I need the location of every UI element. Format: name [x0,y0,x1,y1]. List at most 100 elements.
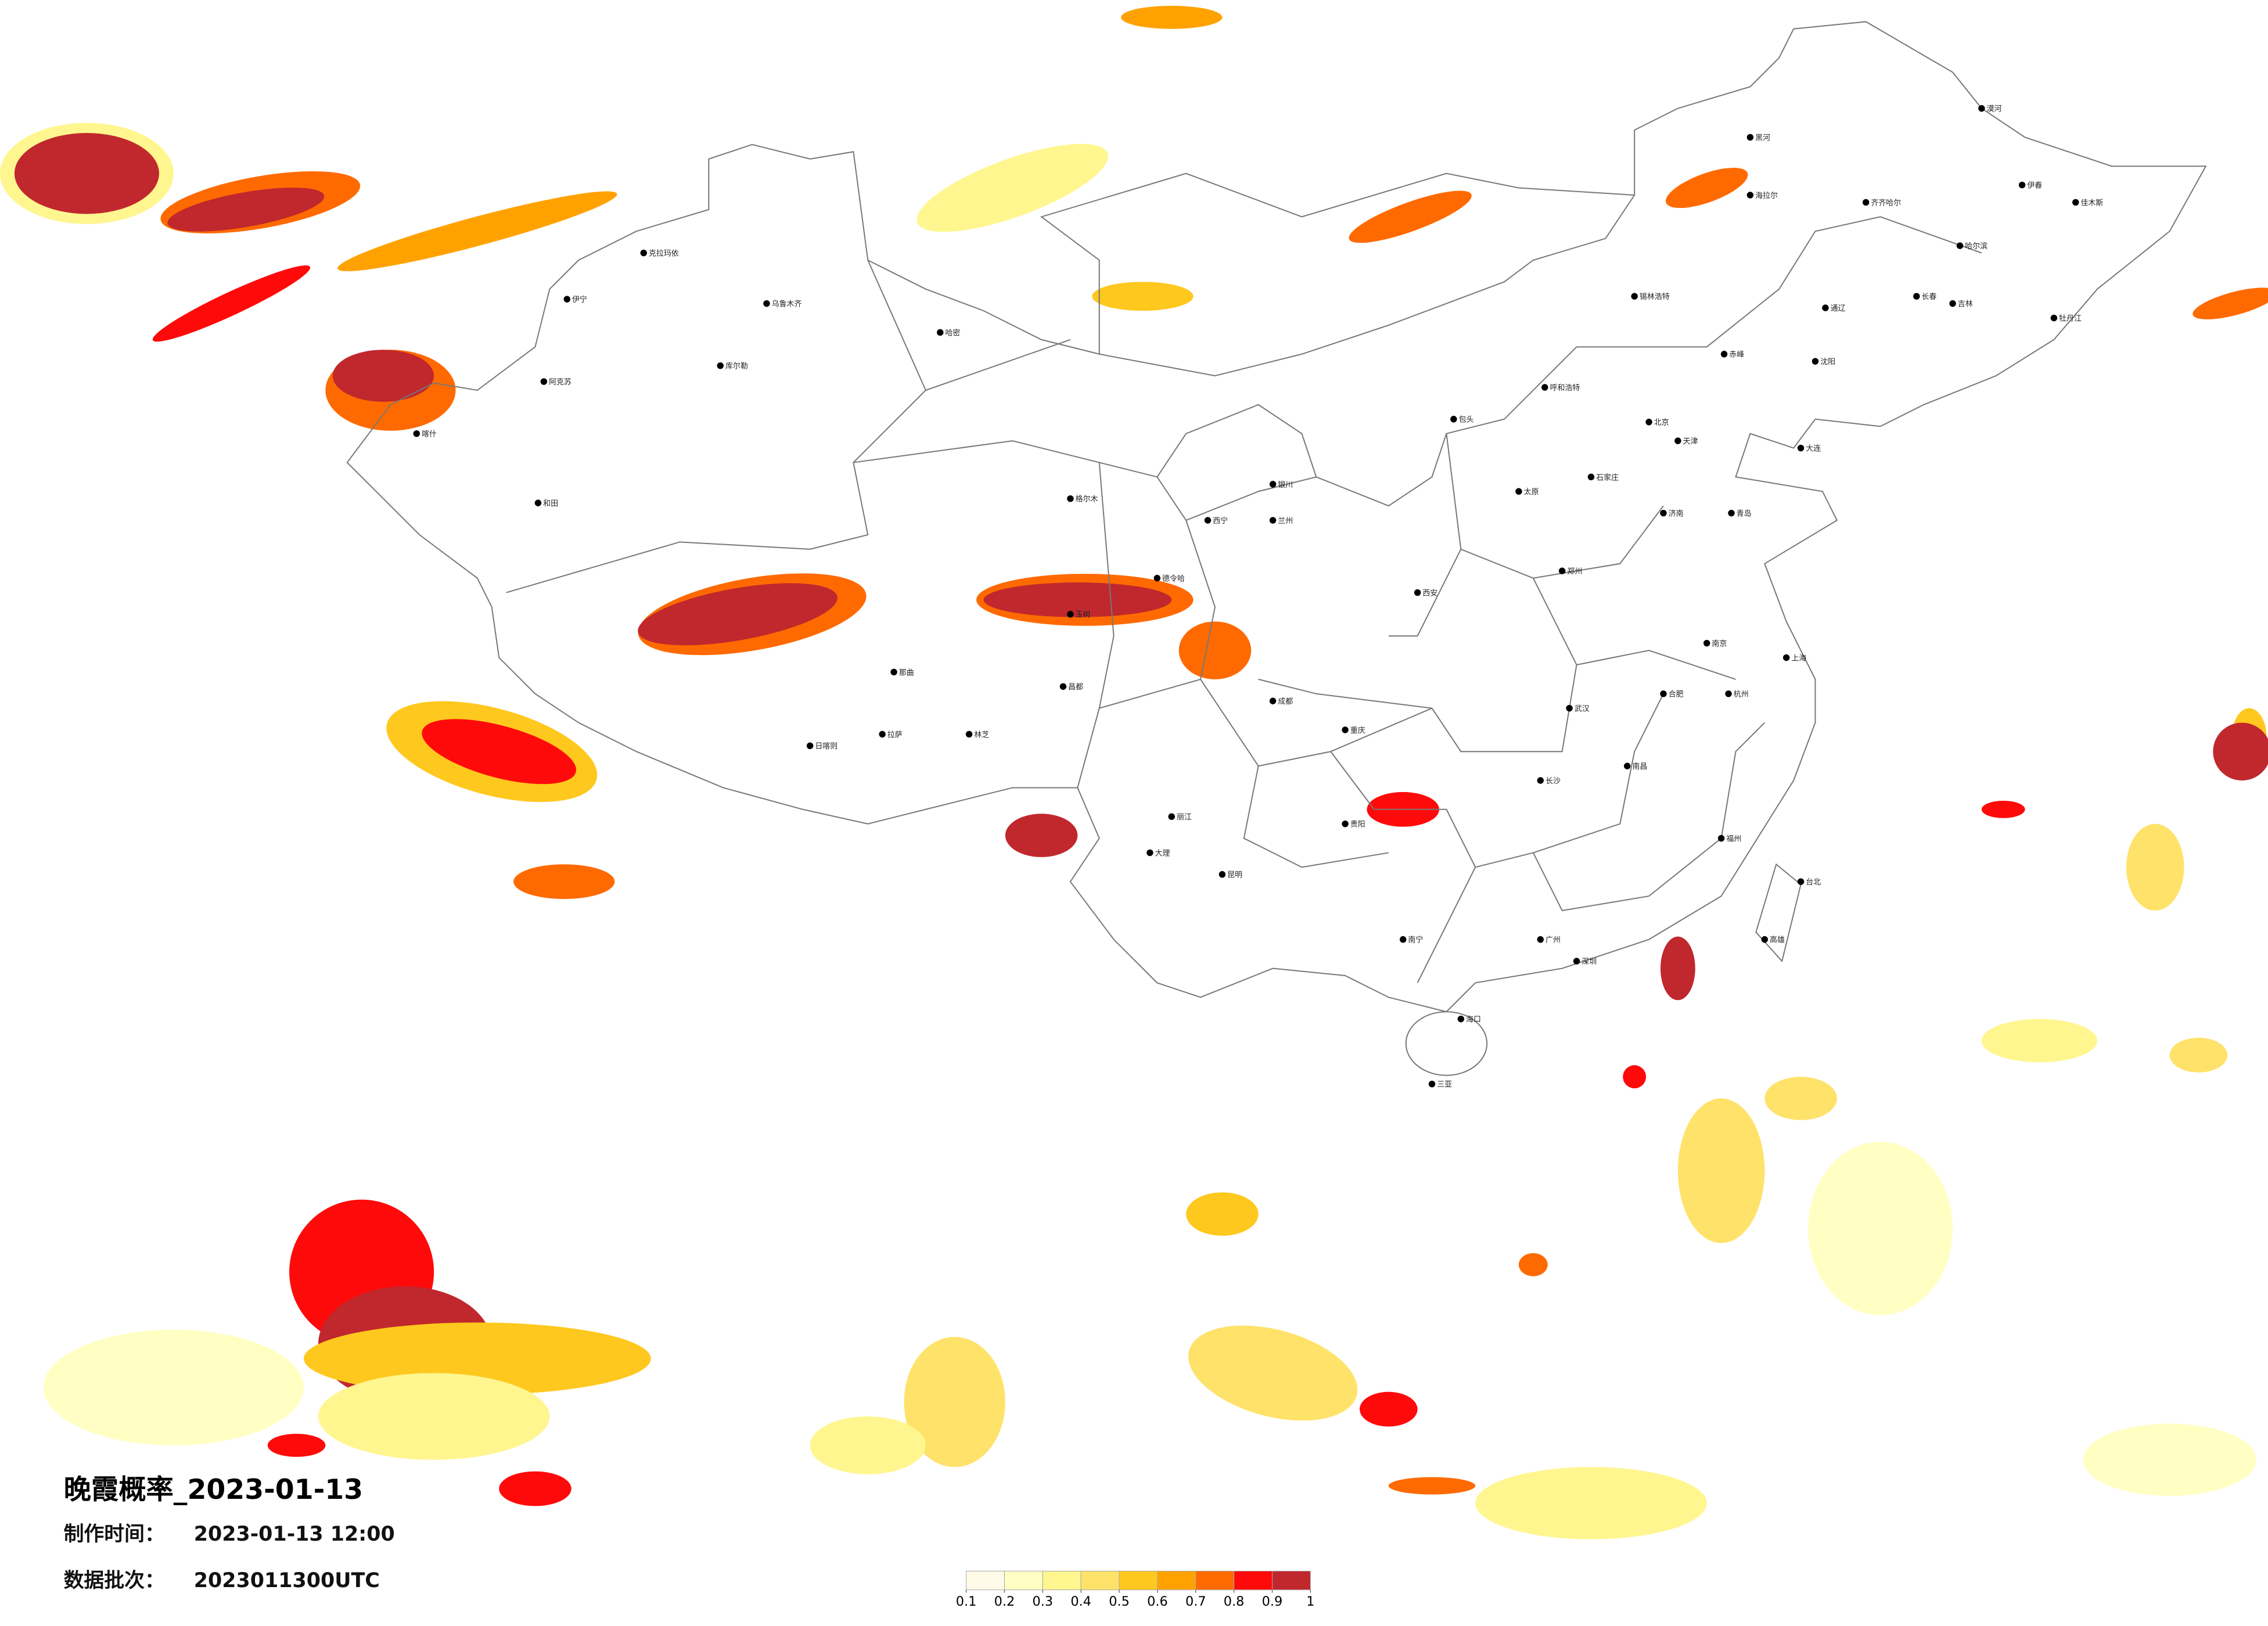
probability-patch [332,350,434,402]
city-dot [1797,878,1805,885]
city-label: 玉树 [1076,611,1091,620]
city-dot [879,731,886,738]
colorbar-tick-label: 0.8 [1224,1594,1245,1609]
city-dot [1399,936,1407,943]
city-dot [1537,936,1544,943]
colorbar-swatch [966,1570,1005,1591]
city-dot [1342,726,1349,733]
colorbar-tick-label: 0.5 [1109,1594,1130,1609]
city-dot [2072,199,2079,206]
city-label: 喀什 [422,430,437,439]
city-label: 沈阳 [1820,358,1835,366]
city-dot [1067,611,1074,618]
city-dot [1811,358,1819,365]
city-label: 呼和浩特 [1550,384,1580,393]
city-dot [763,300,770,307]
city-dot [1566,704,1573,712]
colorbar-swatch [1004,1570,1043,1591]
city-label: 昌都 [1068,683,1083,692]
city-dot [1428,1080,1436,1088]
city-label: 青岛 [1737,509,1752,519]
city-label: 牡丹江 [2059,315,2082,323]
city-label: 长春 [1922,293,1937,301]
probability-patch [810,1416,926,1474]
city-label: 武汉 [1575,705,1590,714]
probability-patch [1388,1477,1476,1495]
city-dot [1541,384,1548,391]
city-label: 大理 [1155,849,1170,858]
probability-patch [1623,1065,1647,1089]
city-label: 昆明 [1227,871,1242,880]
colorbar-tick-label: 0.9 [1262,1594,1283,1609]
city-dot [1761,936,1769,943]
city-dot [1660,690,1667,697]
colorbar-tick-label: 0.2 [994,1594,1015,1609]
city-label: 赤峰 [1729,351,1744,359]
city-dot [1414,589,1421,596]
city-label: 佳木斯 [2080,199,2103,207]
city-dot [1949,300,1956,307]
city-label: 银川 [1278,481,1293,490]
colorbar-swatch [1119,1570,1158,1591]
city-dot [1645,419,1652,426]
city-label: 合肥 [1669,690,1684,699]
city-dot [1587,473,1595,481]
city-label: 郑州 [1567,567,1582,576]
city-label: 南宁 [1408,936,1423,945]
city-dot [1219,871,1226,878]
city-dot [890,668,897,676]
city-dot [1720,351,1728,358]
probability-patch [14,132,159,214]
city-label: 杭州 [1734,690,1749,699]
city-label: 通辽 [1831,304,1846,313]
city-label: 包头 [1459,416,1474,425]
city-dot [937,329,944,336]
probability-patch [1005,814,1078,857]
city-label: 成都 [1278,697,1293,706]
city-label: 贵阳 [1350,821,1365,829]
probability-patch [1677,1098,1765,1243]
city-label: 丽江 [1177,813,1192,822]
island-outline [1755,863,1802,963]
city-label: 伊春 [2027,182,2042,190]
probability-patch [1660,936,1695,1001]
city-label: 天津 [1683,437,1698,446]
city-dot [563,296,570,303]
probability-patch [152,265,311,342]
city-label: 库尔勒 [725,362,748,371]
city-dot [640,249,647,257]
info-label: 数据批次： [64,1569,165,1592]
city-label: 北京 [1654,419,1669,427]
colorbar-swatch [1157,1570,1196,1591]
city-label: 和田 [543,499,558,508]
city-label: 乌鲁木齐 [772,300,802,309]
colorbar-tick-label: 0.1 [956,1594,977,1609]
probability-patch [1360,1391,1418,1427]
city-dot [1660,509,1667,517]
probability-patch [2126,823,2184,911]
probability-patch [1764,1077,1837,1120]
colorbar-tick-label: 0.4 [1070,1594,1091,1609]
probability-patch [2213,722,2268,780]
city-label: 漠河 [1987,105,2002,114]
probability-patch [2083,1423,2257,1496]
probability-patch [916,143,1109,232]
probability-patch [1981,1019,2098,1063]
city-dot [1631,293,1638,300]
probability-patch [638,583,838,646]
colorbar-swatch [1271,1570,1311,1591]
probability-patch [499,1471,572,1506]
city-label: 广州 [1545,936,1561,945]
city-dot [1269,481,1277,488]
probability-patch [1178,621,1252,679]
probability-field [0,5,2268,1539]
city-label: 西安 [1422,589,1437,598]
city-label: 那曲 [899,668,914,677]
probability-patch [1188,1325,1358,1421]
city-dot [540,378,548,385]
city-label: 三亚 [1437,1081,1452,1089]
city-dot [1067,495,1074,502]
city-label: 西宁 [1213,516,1228,526]
